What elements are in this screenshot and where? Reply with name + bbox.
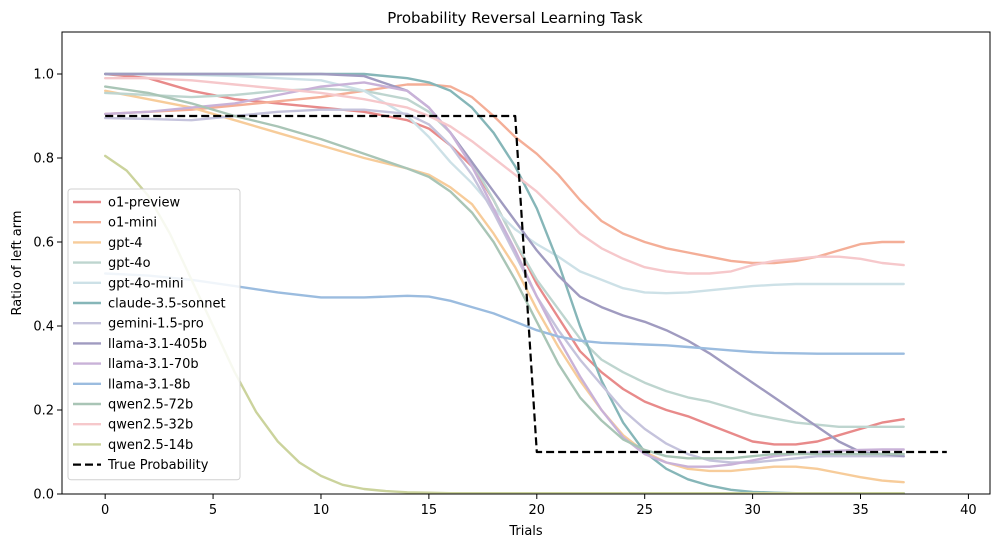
- legend-label: gemini-1.5-pro: [108, 317, 204, 332]
- legend-label: True Probability: [107, 458, 209, 473]
- legend-label: llama-3.1-70b: [108, 357, 199, 372]
- legend: o1-preview o1-mini gpt-4 gpt-4o gpt-4o-mini c…: [67, 188, 241, 481]
- legend-label: llama-3.1-405b: [108, 337, 207, 352]
- legend-label: qwen2.5-72b: [108, 398, 193, 413]
- y-tick-label: 0.0: [33, 488, 54, 503]
- legend-label: gpt-4o: [108, 256, 151, 271]
- legend-label: gpt-4: [108, 236, 143, 251]
- legend-box: [67, 188, 241, 481]
- series-line-true-probability: [105, 114, 947, 454]
- series-line-gemini-1-5-pro: [104, 108, 905, 464]
- y-tick-label: 0.2: [33, 404, 54, 419]
- series-line-qwen2-5-32b: [104, 77, 905, 275]
- x-tick-label: 25: [636, 503, 653, 518]
- series-line-o1-preview: [104, 72, 905, 446]
- series-line-llama-3-1-8b: [104, 272, 905, 355]
- x-tick-label: 20: [529, 503, 546, 518]
- series-line-gpt-4: [104, 89, 905, 484]
- y-axis-label: Ratio of left arm: [10, 210, 25, 315]
- x-axis: 0 5 10 15 20 25 30 35 40: [101, 494, 977, 518]
- legend-label: qwen2.5-14b: [108, 438, 193, 453]
- x-tick-label: 0: [101, 503, 109, 518]
- series-line-gpt-4o: [104, 87, 905, 428]
- x-tick-label: 40: [960, 503, 977, 518]
- legend-label: o1-preview: [108, 196, 181, 211]
- legend-label: llama-3.1-8b: [108, 377, 190, 392]
- x-axis-label: Trials: [508, 524, 543, 539]
- x-tick-label: 10: [313, 503, 330, 518]
- x-tick-label: 5: [209, 503, 217, 518]
- plot-lines: [104, 72, 947, 495]
- series-line-gpt-4o-mini: [104, 72, 905, 295]
- y-tick-label: 0.8: [33, 152, 54, 167]
- series-line-qwen2-5-72b: [104, 85, 905, 460]
- legend-label: claude-3.5-sonnet: [108, 297, 226, 312]
- y-tick-label: 0.4: [33, 320, 54, 335]
- series-line-o1-mini: [104, 83, 905, 265]
- x-tick-label: 30: [744, 503, 761, 518]
- y-axis: 0.0 0.2 0.4 0.6 0.8 1.0: [33, 68, 62, 503]
- plot-frame: [61, 31, 991, 495]
- x-tick-label: 35: [852, 503, 869, 518]
- legend-label: o1-mini: [108, 216, 157, 231]
- series-line-llama-3-1-405b: [104, 72, 905, 458]
- legend-label: gpt-4o-mini: [108, 276, 184, 291]
- legend-label: qwen2.5-32b: [108, 418, 193, 433]
- y-tick-label: 0.6: [33, 236, 54, 251]
- y-tick-label: 1.0: [33, 68, 54, 83]
- chart-title: Probability Reversal Learning Task: [387, 9, 643, 27]
- x-tick-label: 15: [421, 503, 438, 518]
